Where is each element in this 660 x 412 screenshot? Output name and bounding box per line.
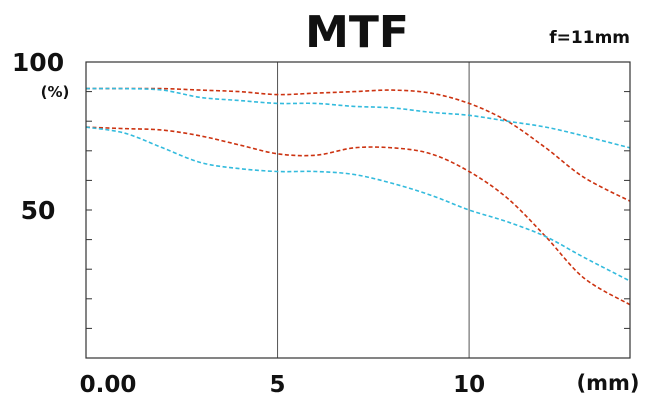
plot-area	[85, 61, 631, 359]
series-line-2	[85, 87, 631, 149]
series-line-1	[86, 87, 631, 202]
x-tick-label-5: 5	[270, 372, 286, 398]
chart-subtitle: f=11mm	[549, 28, 630, 48]
x-axis-unit: (mm)	[577, 371, 640, 395]
plot-frame	[85, 61, 631, 359]
x-tick-label-10: 10	[453, 372, 485, 398]
x-tick-label-0.00: 0.00	[80, 372, 137, 398]
y-axis-unit: (%)	[41, 83, 70, 101]
y-tick-label-100: 100	[12, 48, 64, 77]
series-line-3	[85, 126, 631, 306]
y-tick-label-50: 50	[21, 196, 56, 225]
chart-title: MTF	[305, 7, 409, 58]
series-line-4	[85, 126, 631, 282]
